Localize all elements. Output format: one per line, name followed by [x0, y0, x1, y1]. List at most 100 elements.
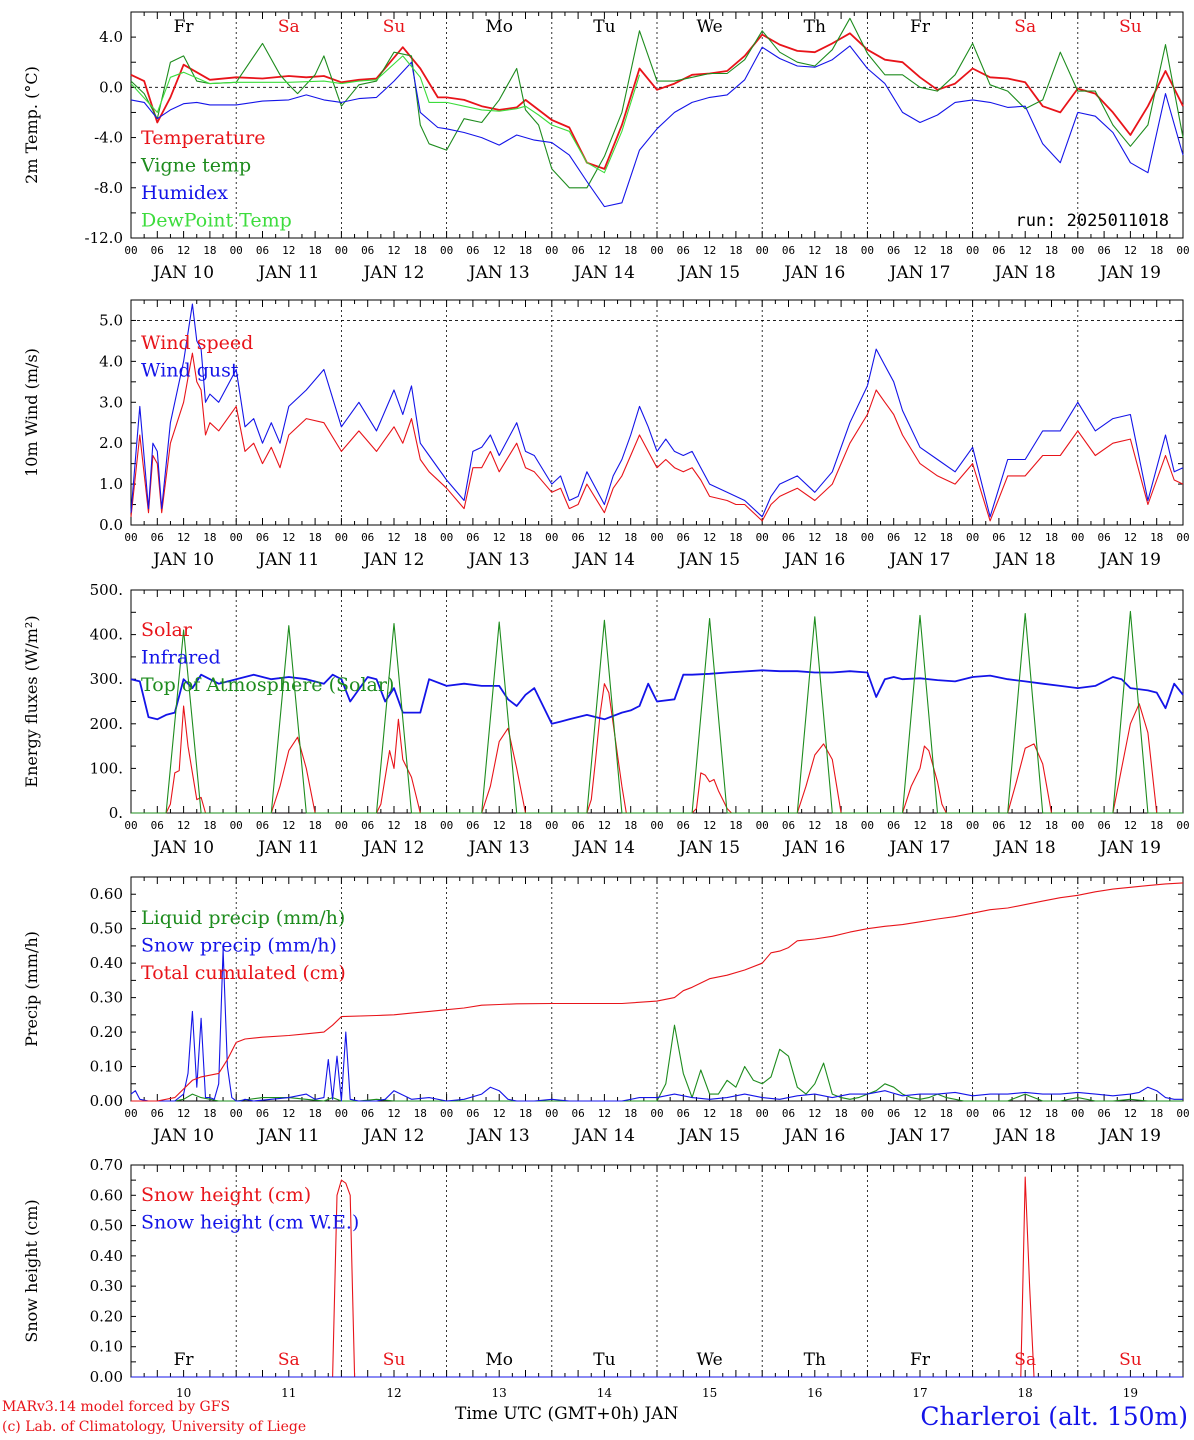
hour-tick-label: 12	[598, 1107, 611, 1120]
series-line	[131, 683, 1183, 814]
day-label: JAN 10	[151, 1126, 214, 1146]
hour-tick-label: 12	[493, 244, 506, 257]
hour-tick-label: 18	[1045, 819, 1058, 832]
weekday-label: Mo	[485, 17, 513, 37]
hour-tick-label: 18	[414, 531, 427, 544]
hour-tick-label: 18	[203, 819, 216, 832]
hour-tick-label: 06	[571, 531, 584, 544]
y-tick-label: 0.20	[90, 1023, 123, 1041]
hour-tick-label: 00	[1176, 819, 1189, 832]
station-name: Charleroi (alt. 150m)	[920, 1402, 1188, 1431]
hour-tick-label: 00	[650, 531, 663, 544]
hour-tick-label: 00	[861, 1107, 874, 1120]
hour-tick-label: 00	[756, 531, 769, 544]
hour-tick-label: 06	[1097, 1107, 1110, 1120]
hour-tick-label: 00	[440, 819, 453, 832]
weekday-label: Sa	[278, 17, 300, 37]
panel-temperature: 4.0 0.0 -4.0 -8.0 -12.0 2m Temp. (°C) 00 06 12 18…	[22, 11, 1190, 283]
day-label: JAN 16	[782, 1126, 845, 1146]
y-tick-label: 0.00	[90, 1368, 123, 1386]
legend-entry: Solar	[141, 619, 193, 641]
day-label: JAN 12	[361, 838, 424, 858]
hour-tick-label: 18	[519, 1107, 532, 1120]
hour-tick-label: 18	[414, 244, 427, 257]
weekday-label: Fr	[174, 1350, 195, 1370]
y-tick-label: 0.50	[90, 1217, 123, 1235]
day-label: JAN 13	[467, 1126, 530, 1146]
model-credit-line2: (c) Lab. of Climatology, University of L…	[2, 1419, 307, 1435]
hour-tick-label: 18	[1150, 531, 1163, 544]
hour-tick-label: 06	[256, 244, 269, 257]
weekday-label: Su	[1119, 1350, 1142, 1370]
weekday-label: Fr	[910, 17, 931, 37]
hour-tick-label: 18	[414, 819, 427, 832]
hour-tick-label: 06	[992, 819, 1005, 832]
hour-tick-label: 18	[940, 531, 953, 544]
hour-tick-label: 00	[124, 244, 137, 257]
y-tick-label: 0.50	[90, 920, 123, 938]
y-tick-label: 0.30	[90, 989, 123, 1007]
hour-tick-label: 06	[151, 819, 164, 832]
hour-tick-label: 00	[966, 1107, 979, 1120]
hour-tick-label: 12	[808, 1107, 821, 1120]
hour-tick-label: 18	[1150, 1107, 1163, 1120]
hour-tick-label: 06	[466, 1107, 479, 1120]
hour-tick-label: 00	[1071, 1107, 1084, 1120]
series-line	[130, 45, 1184, 208]
hour-tick-label: 12	[387, 244, 400, 257]
hour-tick-label: 12	[913, 244, 926, 257]
hour-tick-label: 00	[966, 244, 979, 257]
hour-tick-label: 00	[335, 531, 348, 544]
hour-tick-label: 18	[519, 244, 532, 257]
hour-tick-label: 12	[703, 244, 716, 257]
hour-tick-label: 12	[387, 531, 400, 544]
legend-entry: Wind speed	[141, 332, 253, 354]
weekday-label: Tu	[593, 17, 615, 37]
day-label: JAN 18	[993, 838, 1056, 858]
y-tick-label: 2.0	[99, 434, 123, 452]
hour-tick-label: 18	[940, 1107, 953, 1120]
day-label: JAN 19	[1098, 1126, 1161, 1146]
bottom-day-number: 18	[1018, 1386, 1033, 1400]
hour-tick-label: 00	[650, 1107, 663, 1120]
hour-tick-label: 18	[834, 1107, 847, 1120]
weekday-label: Fr	[910, 1350, 931, 1370]
hour-tick-label: 12	[598, 819, 611, 832]
y-tick-label: 0.40	[90, 1247, 123, 1265]
hour-tick-label: 18	[729, 819, 742, 832]
hour-tick-label: 18	[624, 819, 637, 832]
legend-entry: Top of Atmosphere (Solar)	[141, 674, 394, 696]
hour-tick-label: 18	[834, 244, 847, 257]
hour-tick-label: 18	[203, 1107, 216, 1120]
panel-snow: 0.70 0.60 0.50 0.40 0.30 0.20 0.10 0.00 Snow hei…	[22, 1156, 1184, 1400]
weekday-label: Su	[383, 1350, 406, 1370]
y-tick-label: 0.10	[90, 1058, 123, 1076]
y-tick-label: 300.	[90, 670, 123, 688]
bottom-day-number: 10	[176, 1386, 191, 1400]
hour-tick-label: 18	[1045, 531, 1058, 544]
hour-tick-label: 12	[282, 819, 295, 832]
legend-entry: Snow height (cm)	[141, 1184, 311, 1206]
hour-tick-label: 00	[1176, 1107, 1189, 1120]
hour-tick-label: 06	[887, 1107, 900, 1120]
panel-wind: 5.0 4.0 3.0 2.0 1.0 0.0 10m Wind (m/s) 00 06 12 18…	[22, 299, 1190, 570]
y-axis-label: Energy fluxes (W/m²)	[22, 615, 41, 787]
hour-tick-label: 00	[335, 819, 348, 832]
weekday-label: We	[697, 1350, 723, 1370]
y-tick-label: 0.30	[90, 1277, 123, 1295]
meteogram-panels: 4.0 0.0 -4.0 -8.0 -12.0 2m Temp. (°C) 00 06 12 18…	[22, 11, 1190, 1400]
y-tick-label: 0.60	[90, 885, 123, 903]
hour-tick-label: 18	[1045, 1107, 1058, 1120]
hour-tick-label: 18	[729, 1107, 742, 1120]
hour-tick-label: 18	[729, 244, 742, 257]
hour-tick-label: 12	[1019, 244, 1032, 257]
hour-tick-label: 12	[493, 1107, 506, 1120]
hour-tick-label: 06	[361, 531, 374, 544]
day-label: JAN 18	[993, 550, 1056, 570]
hour-tick-label: 06	[466, 244, 479, 257]
hour-tick-label: 12	[703, 1107, 716, 1120]
y-tick-label: 1.0	[99, 475, 123, 493]
hour-tick-label: 00	[545, 531, 558, 544]
day-label: JAN 11	[256, 550, 319, 570]
hour-tick-label: 12	[177, 244, 190, 257]
